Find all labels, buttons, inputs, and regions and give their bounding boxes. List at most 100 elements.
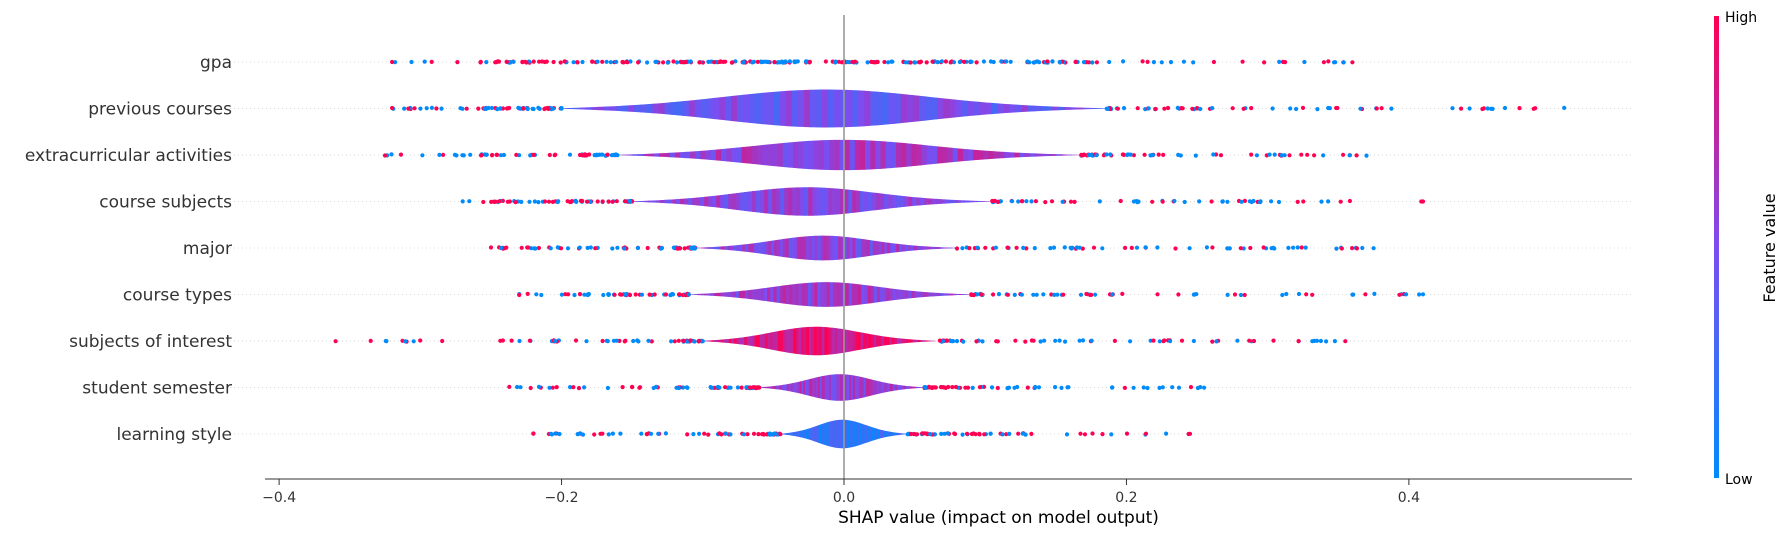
violin-slice-extracurricular-activities xyxy=(1029,153,1036,157)
dot-gpa xyxy=(575,60,580,65)
dot-course-types xyxy=(686,292,691,297)
violin-slice-extracurricular-activities xyxy=(921,144,928,166)
violin-slice-previous-courses xyxy=(585,107,593,110)
dot-subjects-of-interest xyxy=(1271,338,1276,343)
violin-slice-subjects-of-interest xyxy=(917,339,921,343)
violin-slice-subjects-of-interest xyxy=(795,327,800,355)
violin-slice-subjects-of-interest xyxy=(850,330,854,352)
violin-slice-course-subjects xyxy=(692,197,697,206)
dot-previous-courses xyxy=(1165,105,1171,111)
dot-extracurricular-activities xyxy=(611,152,616,158)
dot-previous-courses xyxy=(1485,106,1490,111)
dot-gpa xyxy=(948,60,953,65)
dot-gpa xyxy=(991,59,996,65)
violin-slice-major xyxy=(919,245,923,251)
violin-slice-subjects-of-interest xyxy=(814,326,818,356)
dot-learning-style xyxy=(912,431,917,437)
dot-course-types xyxy=(996,292,1002,297)
dot-subjects-of-interest xyxy=(1080,338,1086,343)
dot-student-semester xyxy=(1131,385,1136,390)
dot-course-types xyxy=(534,292,539,297)
dot-gpa xyxy=(511,59,516,64)
dot-subjects-of-interest xyxy=(1210,339,1215,344)
violin-slice-course-subjects xyxy=(768,188,773,215)
dot-gpa xyxy=(833,60,838,65)
violin-slice-course-subjects xyxy=(860,190,865,213)
dot-previous-courses xyxy=(1335,105,1340,111)
dot-student-semester xyxy=(710,385,715,390)
violin-slice-previous-courses xyxy=(694,99,702,118)
violin-slice-major xyxy=(721,246,726,250)
violin-slice-major xyxy=(881,241,886,255)
dot-student-semester xyxy=(723,385,728,390)
dot-gpa xyxy=(903,60,908,65)
dot-learning-style xyxy=(1164,431,1169,436)
violin-slice-course-types xyxy=(767,287,771,302)
violin-slice-major xyxy=(739,244,743,252)
dot-subjects-of-interest xyxy=(1310,339,1315,344)
dot-subjects-of-interest xyxy=(500,338,505,343)
violin-slice-course-subjects xyxy=(712,195,717,208)
violin-slice-extracurricular-activities xyxy=(890,141,897,169)
dot-previous-courses xyxy=(1294,106,1299,112)
violin-slice-student-semester xyxy=(917,386,920,389)
violin-slice-previous-courses xyxy=(803,89,811,128)
colorbar: High Low Feature value xyxy=(1714,10,1779,488)
violin-slice-course-subjects xyxy=(944,199,949,204)
dot-course-types xyxy=(1093,292,1098,297)
violin-slice-previous-courses xyxy=(622,105,629,112)
dot-previous-courses xyxy=(1210,106,1215,111)
dot-extracurricular-activities xyxy=(454,153,459,158)
dot-extracurricular-activities xyxy=(1364,153,1369,158)
violin-slice-student-semester xyxy=(852,375,856,400)
dot-gpa xyxy=(918,60,923,65)
dot-major xyxy=(1129,245,1134,250)
dot-student-semester xyxy=(518,385,523,390)
dot-previous-courses xyxy=(536,105,541,110)
dot-learning-style xyxy=(977,432,982,437)
violin-slice-course-subjects xyxy=(652,200,657,203)
dot-student-semester xyxy=(1176,385,1182,390)
dot-subjects-of-interest xyxy=(333,339,338,344)
violin-slice-course-types xyxy=(917,291,922,298)
dot-course-subjects xyxy=(1060,199,1065,204)
dot-extracurricular-activities xyxy=(437,152,442,157)
violin-slice-major xyxy=(832,235,836,261)
dot-learning-style xyxy=(592,432,597,437)
dot-gpa xyxy=(671,59,676,64)
dot-gpa xyxy=(781,60,786,65)
dot-subjects-of-interest xyxy=(696,339,701,344)
dot-course-subjects xyxy=(1276,199,1282,205)
dot-student-semester xyxy=(938,385,944,390)
violin-slice-extracurricular-activities xyxy=(1040,153,1046,157)
dot-previous-courses xyxy=(1115,106,1120,111)
violin-slice-previous-courses xyxy=(949,99,956,118)
dot-gpa xyxy=(688,59,693,64)
violin-slice-major xyxy=(811,235,816,261)
dot-major xyxy=(588,245,593,250)
dot-previous-courses xyxy=(1450,106,1455,111)
dot-subjects-of-interest xyxy=(1251,338,1257,344)
dot-subjects-of-interest xyxy=(692,339,697,344)
dot-subjects-of-interest xyxy=(994,339,999,344)
dot-major xyxy=(1248,245,1253,251)
dot-subjects-of-interest xyxy=(1042,338,1047,343)
dot-extracurricular-activities xyxy=(1249,152,1254,157)
violin-slice-extracurricular-activities xyxy=(1070,154,1077,156)
dot-learning-style xyxy=(663,431,669,436)
violin-slice-student-semester xyxy=(762,386,766,389)
violin-slice-course-types xyxy=(949,293,953,296)
dot-student-semester xyxy=(676,385,682,391)
violin-slice-student-semester xyxy=(885,382,889,393)
violin-slice-extracurricular-activities xyxy=(1019,152,1026,158)
dot-gpa xyxy=(706,59,711,64)
dot-gpa xyxy=(939,59,945,64)
dot-student-semester xyxy=(926,384,932,389)
dot-student-semester xyxy=(950,385,955,390)
dot-course-types xyxy=(582,292,587,297)
violin-slice-subjects-of-interest xyxy=(707,340,712,342)
violin-slice-previous-courses xyxy=(700,98,708,119)
violin-slice-student-semester xyxy=(792,382,795,393)
violin-slice-major xyxy=(762,241,766,255)
violin-slice-previous-courses xyxy=(864,90,872,127)
